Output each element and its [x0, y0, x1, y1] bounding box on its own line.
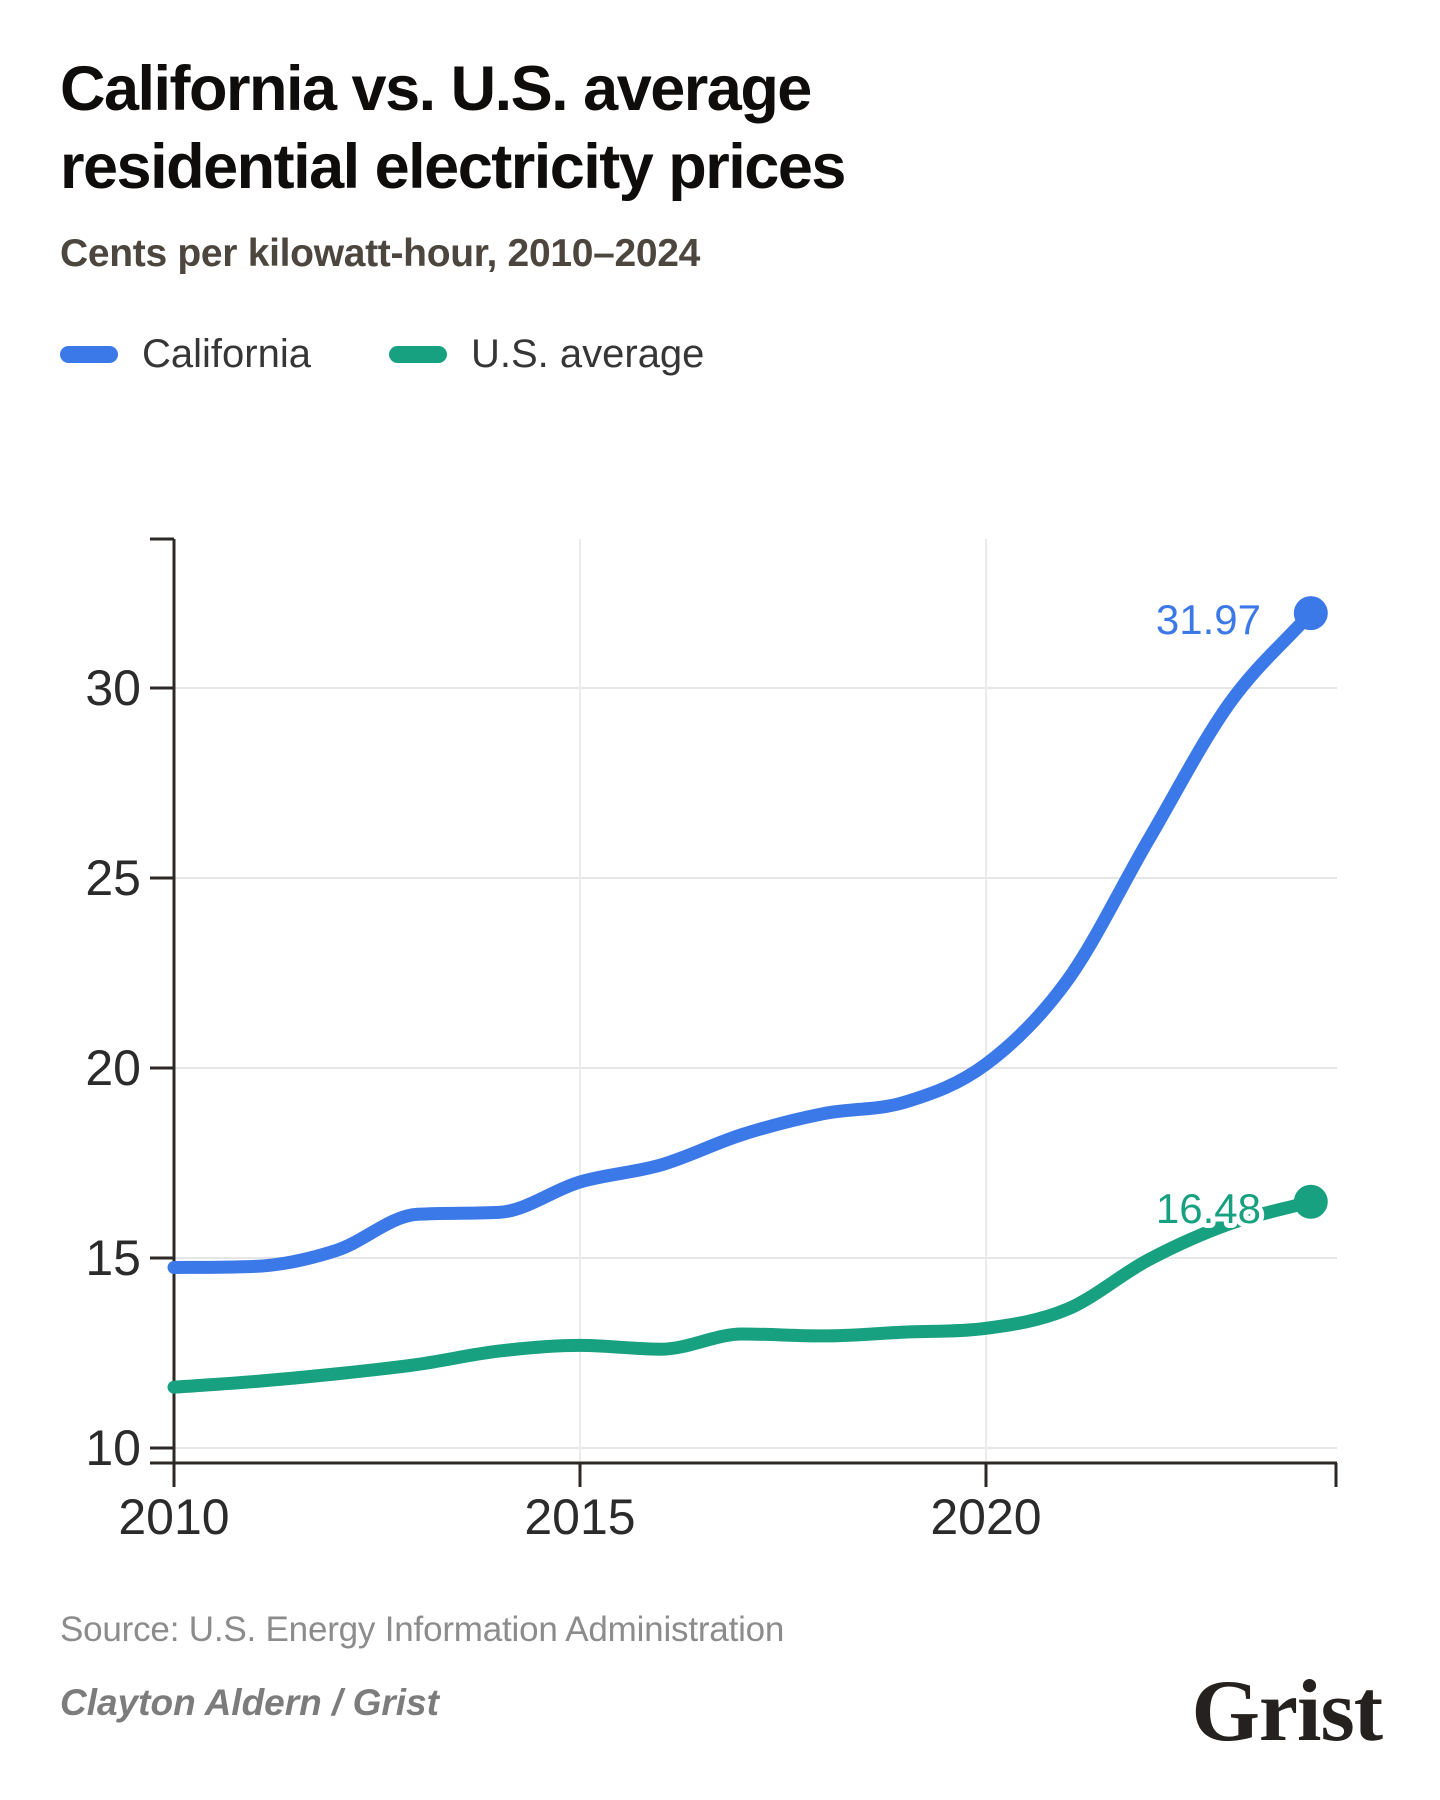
y-tick-label: 15	[85, 1230, 141, 1286]
end-value-label: 31.97	[1156, 596, 1261, 643]
x-tick-label: 2015	[524, 1489, 635, 1545]
grist-logo: Grist	[1191, 1663, 1383, 1760]
gridlines	[174, 539, 1337, 1461]
legend-item-us-average: U.S. average	[388, 332, 705, 377]
california-legend-label: California	[142, 332, 311, 377]
end-value-label: 16.48	[1156, 1185, 1261, 1232]
axes	[150, 537, 1338, 1487]
tick-labels: 10 15 20 25 30 2010 2015 2020	[85, 660, 1041, 1545]
california-swatch-icon	[60, 346, 118, 364]
x-tick-label: 2020	[930, 1489, 1041, 1545]
source-note: Source: U.S. Energy Information Administ…	[60, 1610, 785, 1649]
legend-item-california: California	[60, 332, 311, 377]
series-line-u-s-average	[167, 1195, 1318, 1394]
us-average-legend-label: U.S. average	[470, 332, 705, 377]
y-tick-label: 25	[85, 850, 141, 906]
legend: California U.S. average	[60, 332, 1380, 377]
us-average-swatch-icon	[388, 346, 447, 364]
end-point-dot	[1293, 596, 1328, 631]
chart-subtitle: Cents per kilowatt-hour, 2010–2024	[60, 232, 701, 276]
byline: Clayton Aldern / Grist	[60, 1682, 439, 1723]
y-tick-label: 10	[85, 1420, 141, 1476]
y-tick-label: 20	[85, 1040, 141, 1096]
series-line-california	[167, 606, 1318, 1274]
header: California vs. U.S. average residential …	[60, 50, 1380, 377]
chart-title: California vs. U.S. average residential …	[60, 54, 846, 203]
end-point-dot	[1293, 1184, 1328, 1219]
x-tick-label: 2010	[118, 1489, 229, 1545]
y-tick-label: 30	[85, 660, 141, 716]
